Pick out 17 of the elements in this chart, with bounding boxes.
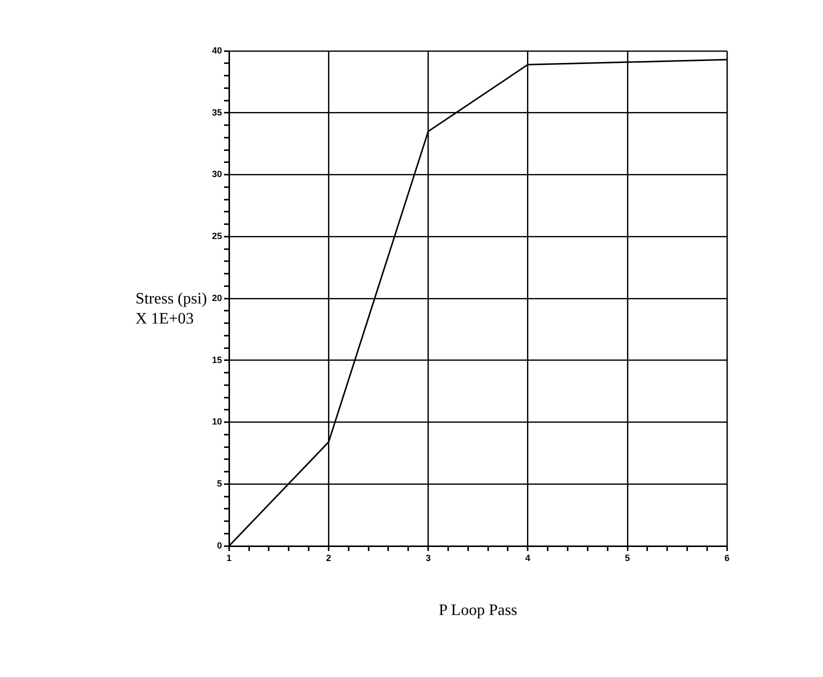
y-tick-label: 30	[212, 169, 222, 180]
y-tick-label: 25	[212, 231, 222, 242]
x-tick-label: 4	[525, 552, 530, 563]
x-tick-label: 1	[226, 552, 232, 563]
y-tick-label: 0	[216, 540, 222, 550]
y-tick-label: 10	[212, 416, 222, 427]
x-tick-label: 5	[624, 552, 630, 563]
x-tick-label: 6	[724, 552, 730, 563]
y-tick-label: 20	[212, 292, 222, 303]
y-tick-label: 35	[212, 107, 222, 118]
x-axis-title: P Loop Pass	[438, 602, 518, 620]
y-tick-label: 40	[212, 45, 222, 56]
x-tick-label: 2	[326, 552, 332, 563]
y-tick-label: 5	[216, 478, 222, 489]
y-axis-title: Stress (psi) X 1E+03	[135, 290, 208, 328]
x-tick-label: 3	[426, 552, 431, 563]
y-tick-label: 15	[212, 354, 222, 365]
